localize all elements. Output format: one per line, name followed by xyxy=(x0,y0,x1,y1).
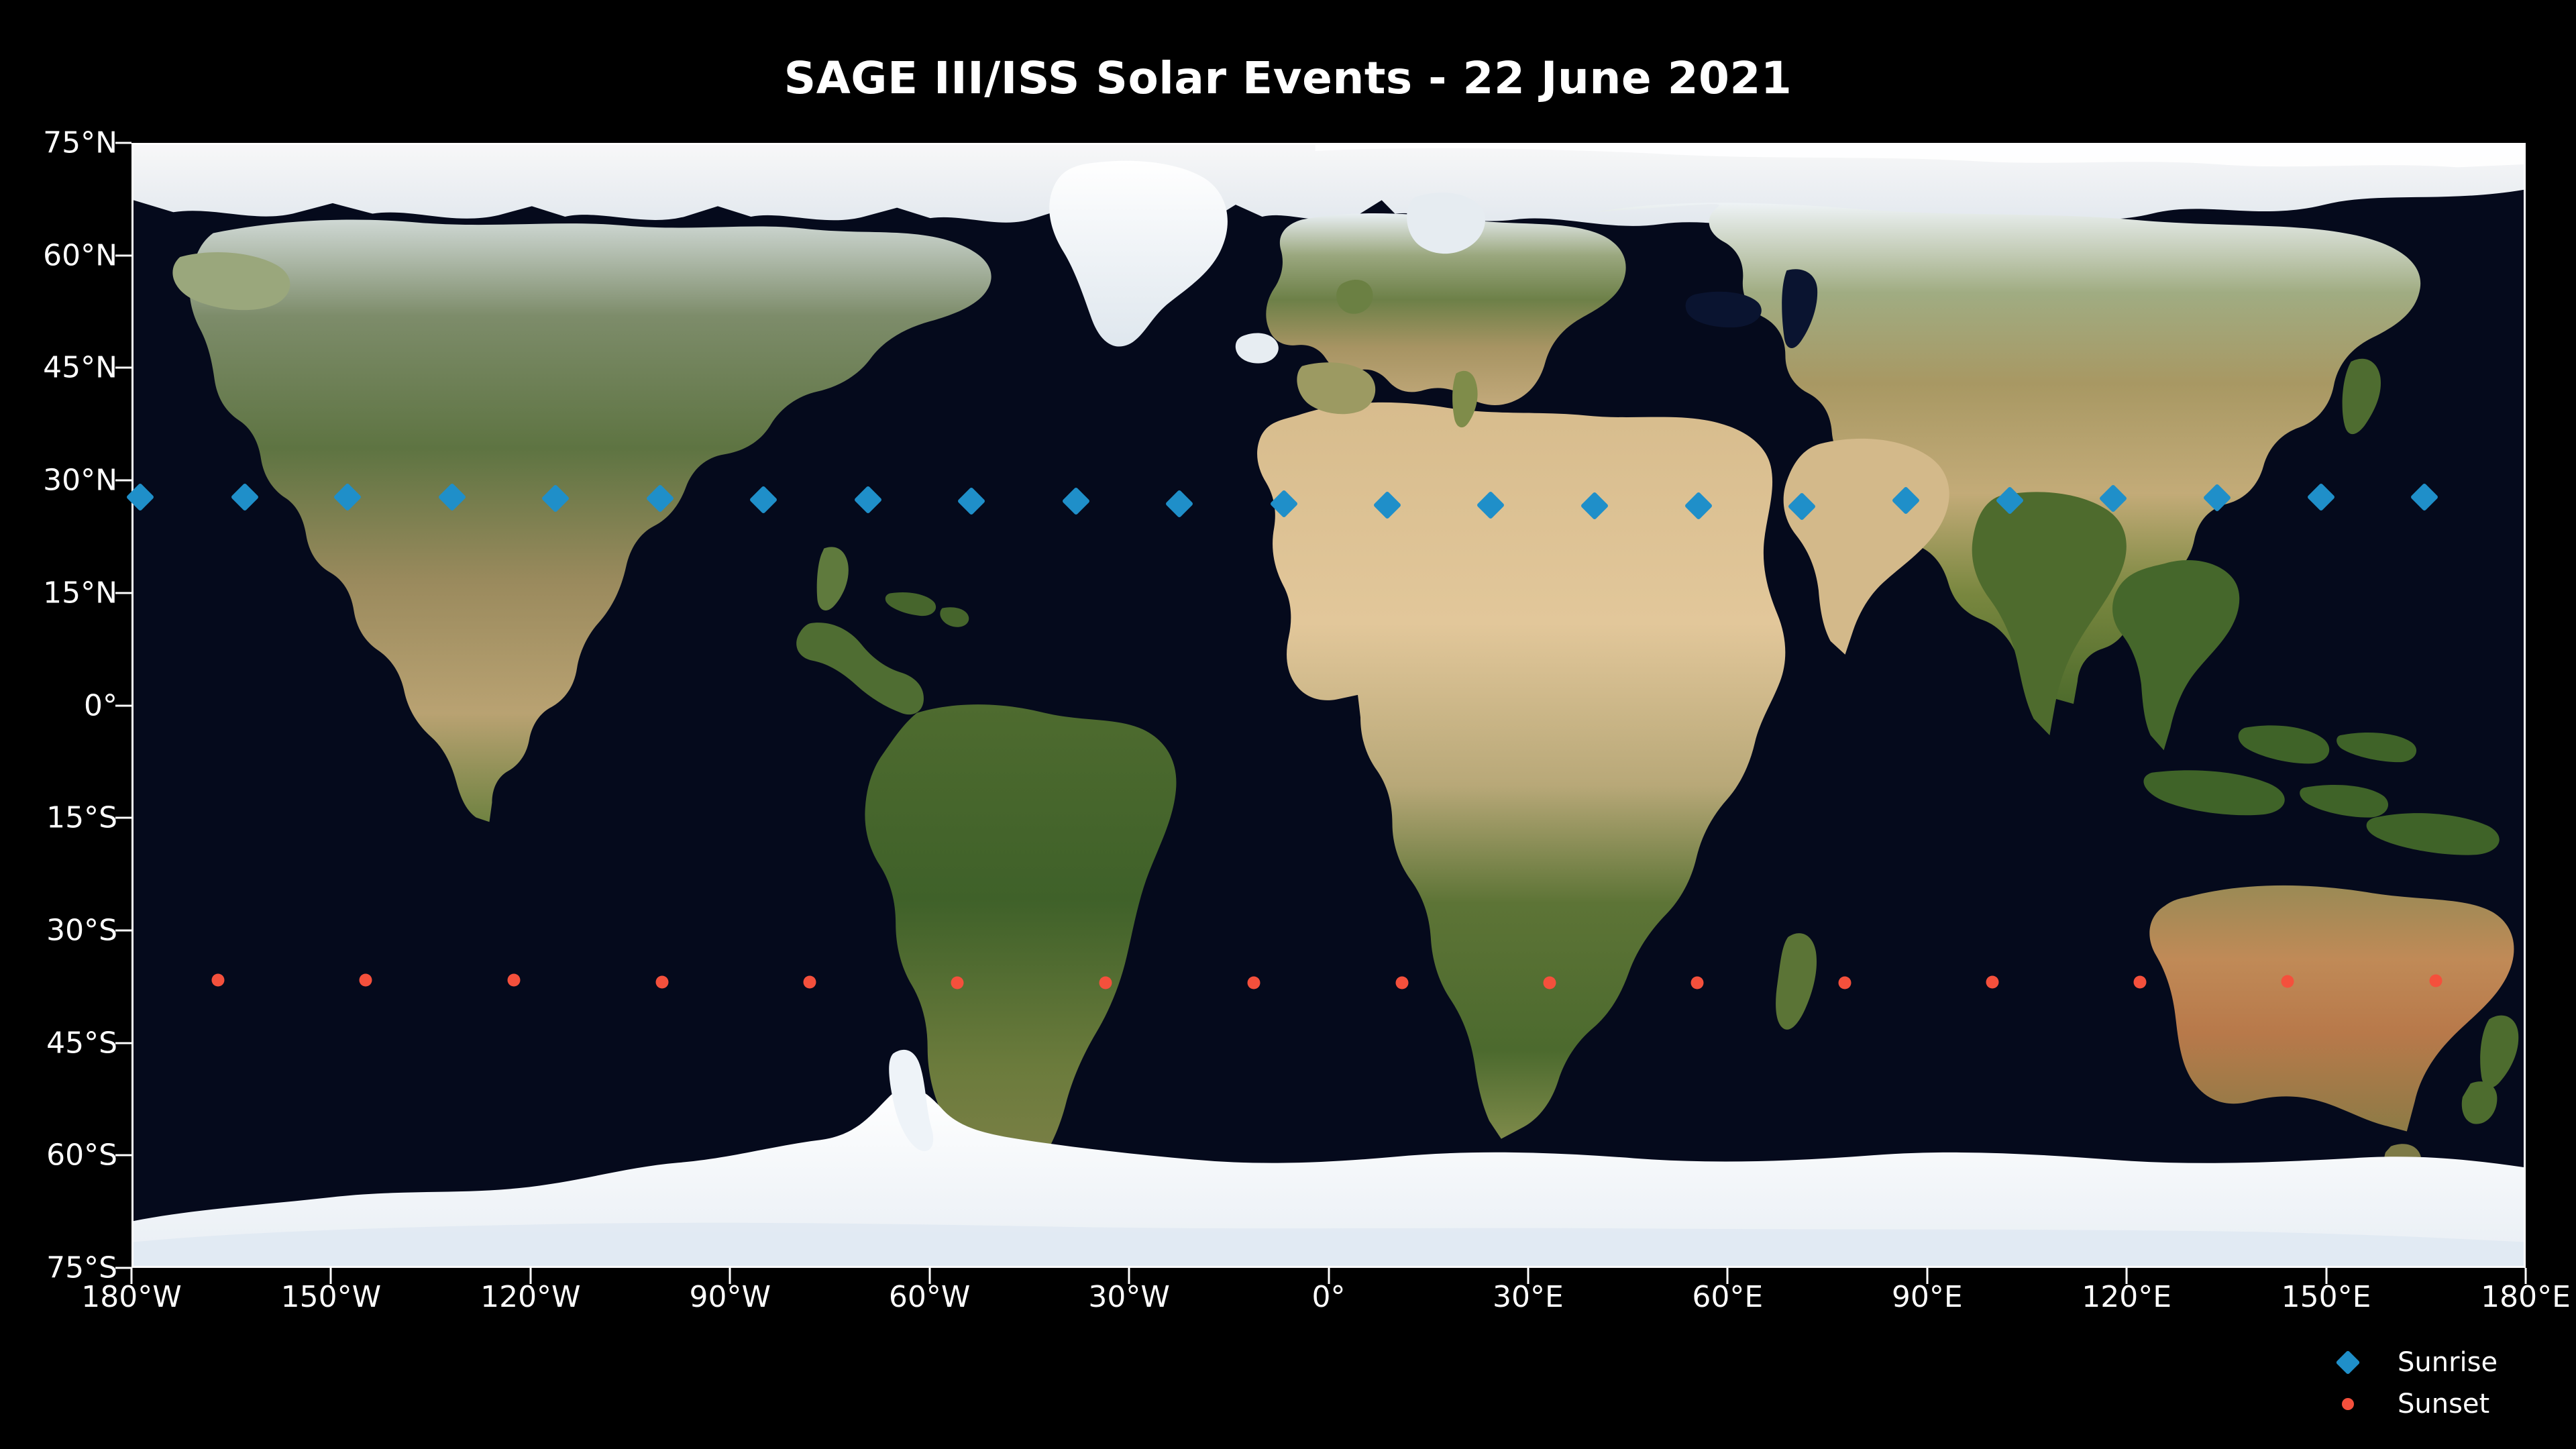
x-tick-mark xyxy=(1926,1268,1929,1284)
x-tick-label: 60°W xyxy=(888,1280,971,1314)
x-tick-label: 30°E xyxy=(1493,1280,1564,1314)
legend-label-sunrise: Sunrise xyxy=(2398,1347,2498,1378)
y-tick-mark xyxy=(115,816,131,819)
north-america xyxy=(172,219,991,822)
x-tick-mark xyxy=(1527,1268,1529,1284)
x-tick-label: 120°W xyxy=(480,1280,581,1314)
italy xyxy=(1452,370,1478,428)
sunset-event-marker[interactable] xyxy=(1690,976,1704,989)
chart-title: SAGE III/ISS Solar Events - 22 June 2021 xyxy=(784,52,1792,104)
x-tick-mark xyxy=(1128,1268,1130,1284)
y-tick-label: 75°S xyxy=(46,1250,117,1285)
sunset-event-marker[interactable] xyxy=(2429,974,2443,987)
y-tick-mark xyxy=(115,142,131,144)
y-tick-label: 45°S xyxy=(46,1026,117,1061)
x-tick-mark xyxy=(529,1268,532,1284)
scandinavia xyxy=(1407,193,1485,254)
x-tick-label: 60°E xyxy=(1692,1280,1764,1314)
australia xyxy=(2149,885,2514,1132)
x-tick-label: 0° xyxy=(1311,1280,1346,1314)
sunset-event-marker[interactable] xyxy=(2133,975,2147,989)
indonesia xyxy=(2143,725,2500,855)
x-tick-mark xyxy=(1726,1268,1729,1284)
y-tick-label: 75°N xyxy=(43,125,117,160)
sunset-event-marker[interactable] xyxy=(1247,976,1260,989)
south-america xyxy=(865,704,1177,1260)
x-tick-mark xyxy=(928,1268,931,1284)
x-tick-label: 150°W xyxy=(280,1280,382,1314)
legend-item-sunrise[interactable]: Sunrise xyxy=(2335,1342,2569,1383)
y-tick-label: 15°S xyxy=(46,800,117,835)
sunset-event-marker[interactable] xyxy=(359,973,372,987)
y-tick-label: 60°S xyxy=(46,1138,117,1173)
y-tick-mark xyxy=(115,366,131,369)
y-tick-mark xyxy=(115,254,131,257)
x-tick-mark xyxy=(130,1268,133,1284)
japan xyxy=(2342,358,2381,435)
y-tick-mark xyxy=(115,929,131,932)
africa xyxy=(1257,402,1786,1139)
sunset-event-marker[interactable] xyxy=(507,973,521,987)
sunset-event-marker[interactable] xyxy=(1838,976,1851,989)
legend-item-sunset[interactable]: Sunset xyxy=(2342,1383,2569,1425)
x-tick-label: 90°E xyxy=(1891,1280,1963,1314)
x-tick-mark xyxy=(2125,1268,2128,1284)
sunset-event-marker[interactable] xyxy=(2281,975,2294,988)
x-tick-label: 180°E xyxy=(2481,1280,2571,1314)
x-tick-label: 180°W xyxy=(81,1280,182,1314)
india xyxy=(1972,492,2127,736)
y-tick-label: 30°S xyxy=(46,913,117,948)
y-tick-mark xyxy=(115,479,131,482)
x-tick-label: 30°W xyxy=(1088,1280,1170,1314)
sunset-marker-icon xyxy=(2342,1398,2354,1410)
sunset-event-marker[interactable] xyxy=(951,976,964,989)
y-tick-mark xyxy=(115,1042,131,1044)
sunset-event-marker[interactable] xyxy=(211,973,225,987)
sunset-event-marker[interactable] xyxy=(655,975,669,989)
map-plot-area[interactable] xyxy=(131,143,2526,1268)
arctic-ice xyxy=(133,145,2524,229)
antarctica xyxy=(133,1049,2524,1266)
madagascar xyxy=(1776,933,1817,1030)
new-zealand xyxy=(2461,1015,2519,1124)
y-tick-label: 45°N xyxy=(43,350,117,385)
x-tick-label: 90°W xyxy=(689,1280,771,1314)
southeast-asia xyxy=(2112,560,2240,751)
x-tick-label: 150°E xyxy=(2281,1280,2371,1314)
y-tick-mark xyxy=(115,592,131,594)
sunset-event-marker[interactable] xyxy=(803,975,816,989)
black-sea xyxy=(1685,291,1762,328)
y-tick-label: 0° xyxy=(84,688,117,722)
y-tick-label: 15°N xyxy=(43,576,117,610)
x-tick-mark xyxy=(1328,1268,1330,1284)
iberia xyxy=(1297,362,1376,415)
greenland xyxy=(1049,160,1228,347)
y-tick-mark xyxy=(115,1267,131,1269)
x-tick-mark xyxy=(2325,1268,2328,1284)
caspian-sea xyxy=(1782,269,1818,349)
x-tick-mark xyxy=(2524,1268,2527,1284)
y-tick-label: 60°N xyxy=(43,238,117,273)
y-tick-mark xyxy=(115,704,131,706)
legend-label-sunset: Sunset xyxy=(2398,1389,2490,1419)
x-tick-label: 120°E xyxy=(2082,1280,2172,1314)
sunrise-marker-icon xyxy=(2335,1350,2361,1375)
y-tick-label: 30°N xyxy=(43,463,117,498)
british-isles xyxy=(1336,279,1373,314)
iceland xyxy=(1235,333,1279,364)
world-map xyxy=(133,145,2524,1266)
y-tick-mark xyxy=(115,1154,131,1157)
x-tick-mark xyxy=(729,1268,731,1284)
sunset-event-marker[interactable] xyxy=(1395,976,1409,989)
sunset-event-marker[interactable] xyxy=(1986,975,1999,989)
legend: Sunrise Sunset xyxy=(2335,1342,2569,1425)
sunset-event-marker[interactable] xyxy=(1099,976,1112,989)
x-tick-mark xyxy=(329,1268,332,1284)
sunset-event-marker[interactable] xyxy=(1543,976,1556,989)
europe xyxy=(1266,213,1626,405)
